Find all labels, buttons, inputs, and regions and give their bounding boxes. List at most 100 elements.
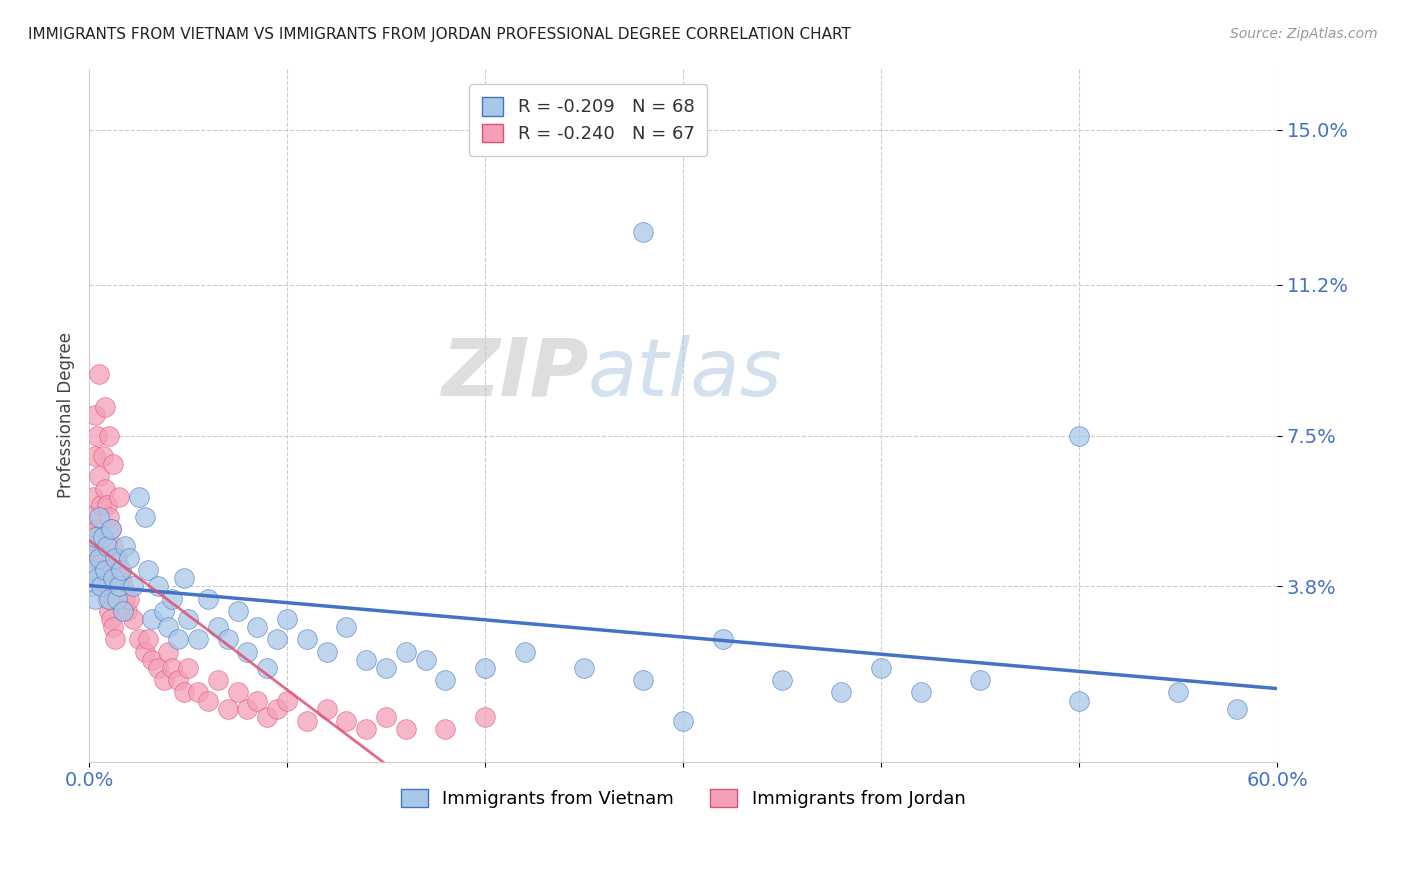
Point — [104, 632, 127, 647]
Point — [266, 632, 288, 647]
Point — [101, 620, 124, 634]
Point — [969, 673, 991, 688]
Point — [100, 522, 122, 536]
Point — [87, 368, 110, 382]
Point — [96, 591, 118, 606]
Point — [82, 539, 104, 553]
Point — [474, 710, 496, 724]
Point — [128, 632, 150, 647]
Point — [82, 550, 104, 565]
Point — [415, 653, 437, 667]
Point — [94, 579, 117, 593]
Point — [91, 449, 114, 463]
Point — [105, 591, 128, 606]
Point — [910, 685, 932, 699]
Point — [100, 612, 122, 626]
Point — [177, 612, 200, 626]
Point — [96, 498, 118, 512]
Text: IMMIGRANTS FROM VIETNAM VS IMMIGRANTS FROM JORDAN PROFESSIONAL DEGREE CORRELATIO: IMMIGRANTS FROM VIETNAM VS IMMIGRANTS FR… — [28, 27, 851, 42]
Legend: Immigrants from Vietnam, Immigrants from Jordan: Immigrants from Vietnam, Immigrants from… — [394, 781, 973, 815]
Point — [266, 702, 288, 716]
Point — [111, 604, 134, 618]
Point — [114, 539, 136, 553]
Text: ZIP: ZIP — [440, 334, 588, 413]
Point — [236, 645, 259, 659]
Point — [513, 645, 536, 659]
Point — [80, 510, 103, 524]
Point — [84, 591, 107, 606]
Point — [572, 661, 595, 675]
Point — [226, 604, 249, 618]
Point — [84, 408, 107, 422]
Point — [395, 722, 418, 736]
Point — [226, 685, 249, 699]
Point — [114, 591, 136, 606]
Point — [110, 563, 132, 577]
Point — [395, 645, 418, 659]
Point — [633, 225, 655, 239]
Text: atlas: atlas — [588, 334, 783, 413]
Point — [128, 490, 150, 504]
Point — [94, 400, 117, 414]
Point — [138, 563, 160, 577]
Point — [157, 620, 180, 634]
Point — [157, 645, 180, 659]
Point — [870, 661, 893, 675]
Point — [148, 579, 170, 593]
Point — [101, 457, 124, 471]
Point — [236, 702, 259, 716]
Point — [356, 653, 378, 667]
Point — [295, 632, 318, 647]
Point — [90, 579, 112, 593]
Point — [356, 722, 378, 736]
Point — [84, 449, 107, 463]
Point — [138, 632, 160, 647]
Point — [830, 685, 852, 699]
Point — [87, 550, 110, 565]
Point — [173, 685, 195, 699]
Point — [173, 571, 195, 585]
Point — [87, 539, 110, 553]
Point — [134, 645, 156, 659]
Point — [111, 579, 134, 593]
Point — [141, 612, 163, 626]
Point — [217, 632, 239, 647]
Point — [711, 632, 734, 647]
Point — [84, 531, 107, 545]
Point — [107, 563, 129, 577]
Point — [105, 550, 128, 565]
Point — [770, 673, 793, 688]
Point — [256, 661, 278, 675]
Point — [153, 673, 176, 688]
Point — [276, 612, 298, 626]
Point — [94, 563, 117, 577]
Point — [80, 579, 103, 593]
Point — [101, 571, 124, 585]
Point — [84, 531, 107, 545]
Point — [160, 661, 183, 675]
Point — [167, 632, 190, 647]
Point — [633, 673, 655, 688]
Point — [246, 620, 269, 634]
Point — [107, 579, 129, 593]
Point — [96, 539, 118, 553]
Point — [160, 591, 183, 606]
Point — [197, 591, 219, 606]
Point — [91, 531, 114, 545]
Point — [256, 710, 278, 724]
Point — [315, 702, 337, 716]
Point — [90, 498, 112, 512]
Point — [91, 563, 114, 577]
Point — [375, 710, 398, 724]
Point — [295, 714, 318, 728]
Point — [100, 522, 122, 536]
Point — [276, 693, 298, 707]
Point — [167, 673, 190, 688]
Point — [187, 685, 209, 699]
Point — [87, 510, 110, 524]
Point — [97, 428, 120, 442]
Point — [134, 510, 156, 524]
Point — [434, 673, 457, 688]
Point — [375, 661, 398, 675]
Point — [207, 673, 229, 688]
